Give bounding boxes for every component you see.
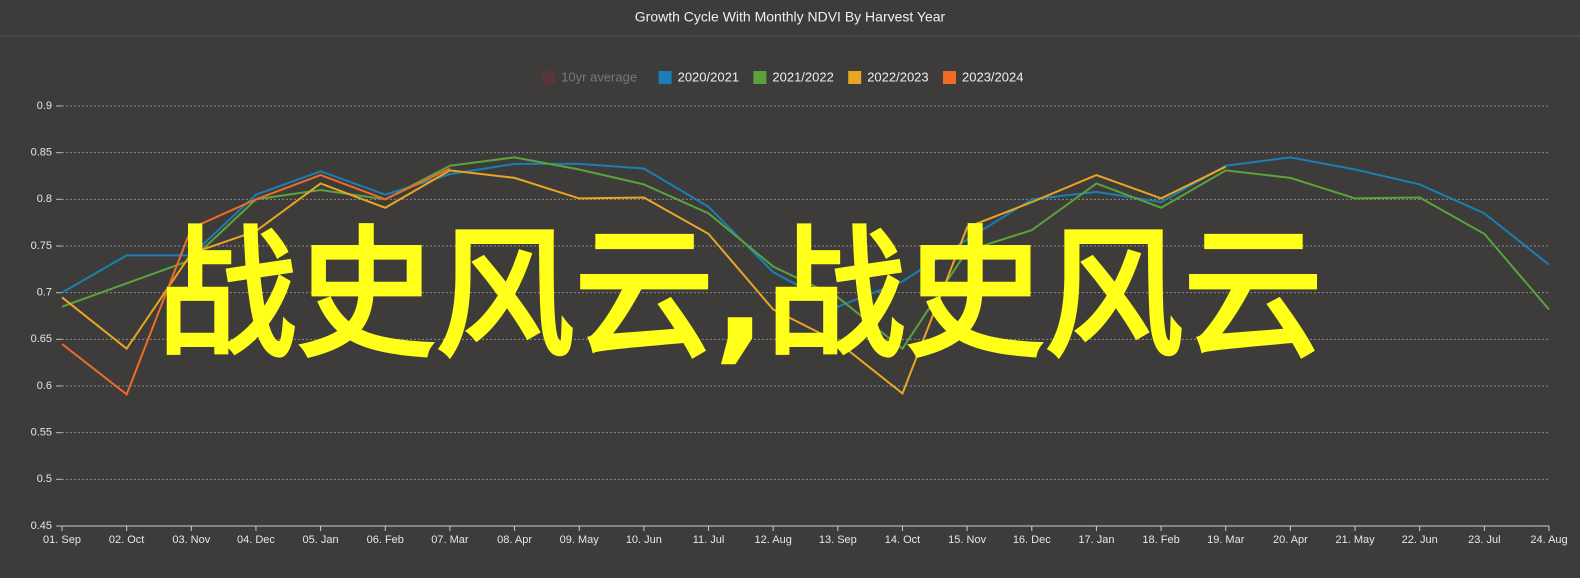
y-tick-label: 0.65 [31,333,52,345]
x-tick-label: 03. Nov [172,534,210,546]
y-tick-label: 0.6 [37,380,52,392]
x-tick-label: 17. Jan [1078,534,1114,546]
series-line [61,167,451,397]
y-tick-label: 0.9 [37,100,52,112]
x-tick-label: 14. Oct [885,534,920,546]
legend-label: 2023/2024 [962,69,1023,84]
x-tick-label: 20. Apr [1273,534,1308,546]
y-tick-label: 0.45 [31,520,52,532]
legend-swatch [753,71,767,84]
legend-swatch [658,71,672,84]
x-tick-label: 07. Mar [431,534,469,546]
x-tick-label: 16. Dec [1013,534,1051,546]
legend-label: 2021/2022 [772,69,833,84]
legend-label: 2020/2021 [678,69,739,84]
legend-item[interactable]: 2020/2021 [658,69,739,84]
overlay-text: 战史风云,战史风云 [158,213,1323,378]
x-tick-label: 08. Apr [497,534,532,546]
x-tick-label: 23. Jul [1468,534,1500,546]
x-tick-label: 10. Jun [626,534,662,546]
series-line [61,156,1550,308]
x-tick-label: 24. Aug [1530,534,1567,546]
y-tick-label: 0.55 [31,427,52,439]
x-tick-label: 15. Nov [948,534,986,546]
y-tick-label: 0.7 [37,287,52,299]
x-tick-label: 19. Mar [1207,534,1245,546]
x-tick-label: 22. Jun [1402,534,1438,546]
x-tick-label: 11. Jul [693,534,725,546]
y-tick-label: 0.5 [37,473,52,485]
y-tick-label: 0.85 [31,147,52,159]
legend-item[interactable]: 2021/2022 [753,69,834,84]
x-tick-label: 04. Dec [237,534,275,546]
x-tick-label: 05. Jan [303,534,339,546]
legend-label: 10yr average [561,69,637,84]
y-tick-label: 0.75 [31,240,52,252]
x-tick-label: 02. Oct [109,534,144,546]
x-tick-label: 21. May [1335,534,1375,546]
x-tick-label: 09. May [560,534,600,546]
legend-swatch [943,71,956,84]
x-tick-label: 06. Feb [367,534,404,546]
legend-item[interactable]: 10yr average [542,69,637,84]
series-line [61,165,1227,396]
legend-swatch [848,71,862,84]
x-tick-label: 18. Feb [1142,534,1179,546]
legend-item[interactable]: 2022/2023 [848,69,929,84]
x-tick-label: 12. Aug [755,534,792,546]
x-tick-label: 01. Sep [43,534,81,546]
x-tick-label: 13. Sep [819,534,857,546]
y-tick-label: 0.8 [37,193,52,205]
chart-title: Growth Cycle With Monthly NDVI By Harves… [635,9,946,25]
legend-item[interactable]: 2023/2024 [943,69,1023,84]
legend-label: 2022/2023 [867,69,928,84]
legend-swatch [542,71,556,84]
